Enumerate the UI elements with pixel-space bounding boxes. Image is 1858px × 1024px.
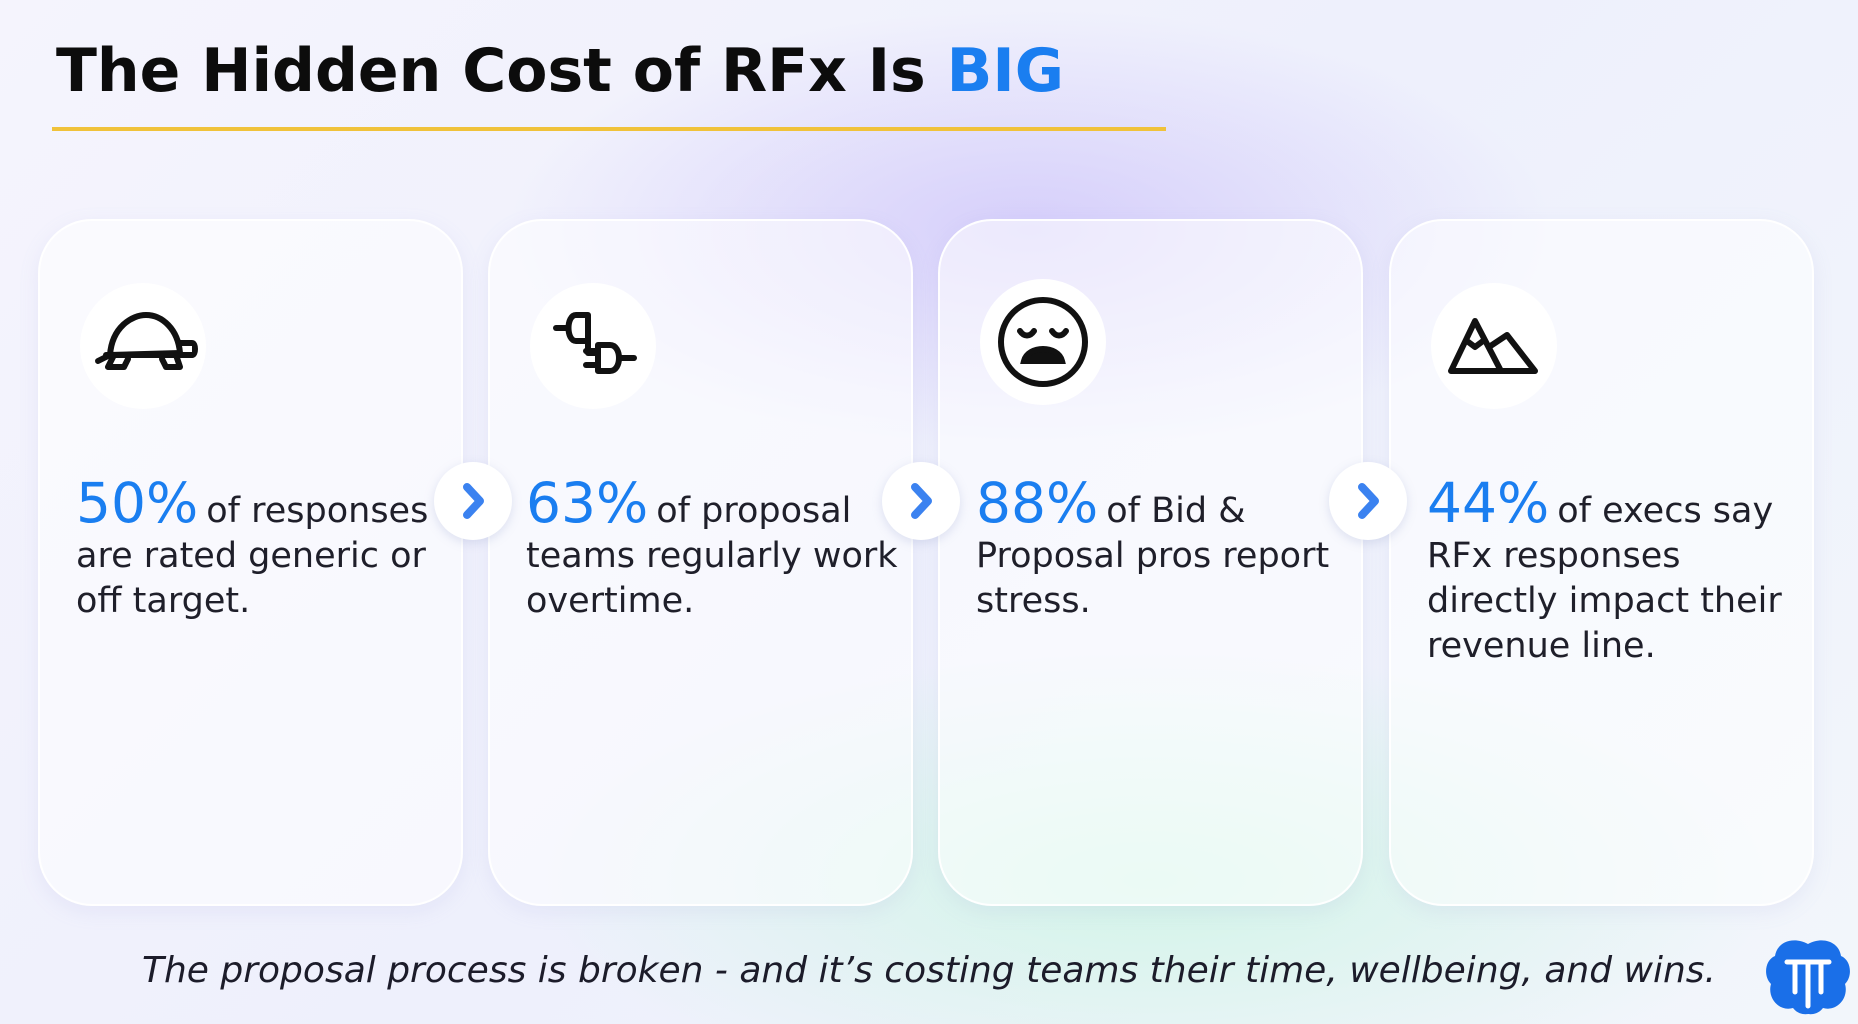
chevron [434,462,512,540]
stat-description: of Bid & Proposal pros report stress. [976,491,1330,621]
title-text: The Hidden Cost of RFx Is [56,36,926,106]
chevron [1329,462,1407,540]
sad-face-icon [980,279,1106,405]
stat-value: 88% [976,471,1099,535]
stat-description: of execs say RFx responses directly impa… [1427,491,1782,666]
stat-card: 50% of responses are rated generic or off… [38,219,463,906]
turtle-icon [80,283,206,409]
stat-card: 44% of execs say RFx responses directly i… [1389,219,1814,906]
logo [1766,940,1850,1015]
footer-caption: The proposal process is broken - and it’… [141,950,1716,991]
stat-description: of responses are rated generic or off ta… [76,491,429,621]
stat-text: 44% of execs say RFx responses directly i… [1427,476,1802,669]
title-highlight: BIG [946,36,1064,106]
mountain-icon [1431,283,1557,409]
stat-text: 88% of Bid & Proposal pros report stress. [976,476,1351,624]
stat-card: 63% of proposal teams regularly work over… [488,219,913,906]
plug-icon [530,283,656,409]
stat-text: 50% of responses are rated generic or off… [76,476,451,624]
title-underline [52,127,1166,131]
title: The Hidden Cost of RFx Is BIG [56,36,1064,106]
stat-value: 44% [1427,471,1550,535]
stat-value: 50% [76,471,199,535]
chevron [882,462,960,540]
stat-description: of proposal teams regularly work overtim… [526,491,898,621]
stat-text: 63% of proposal teams regularly work over… [526,476,901,624]
stat-value: 63% [526,471,649,535]
stat-card: 88% of Bid & Proposal pros report stress. [938,219,1363,906]
